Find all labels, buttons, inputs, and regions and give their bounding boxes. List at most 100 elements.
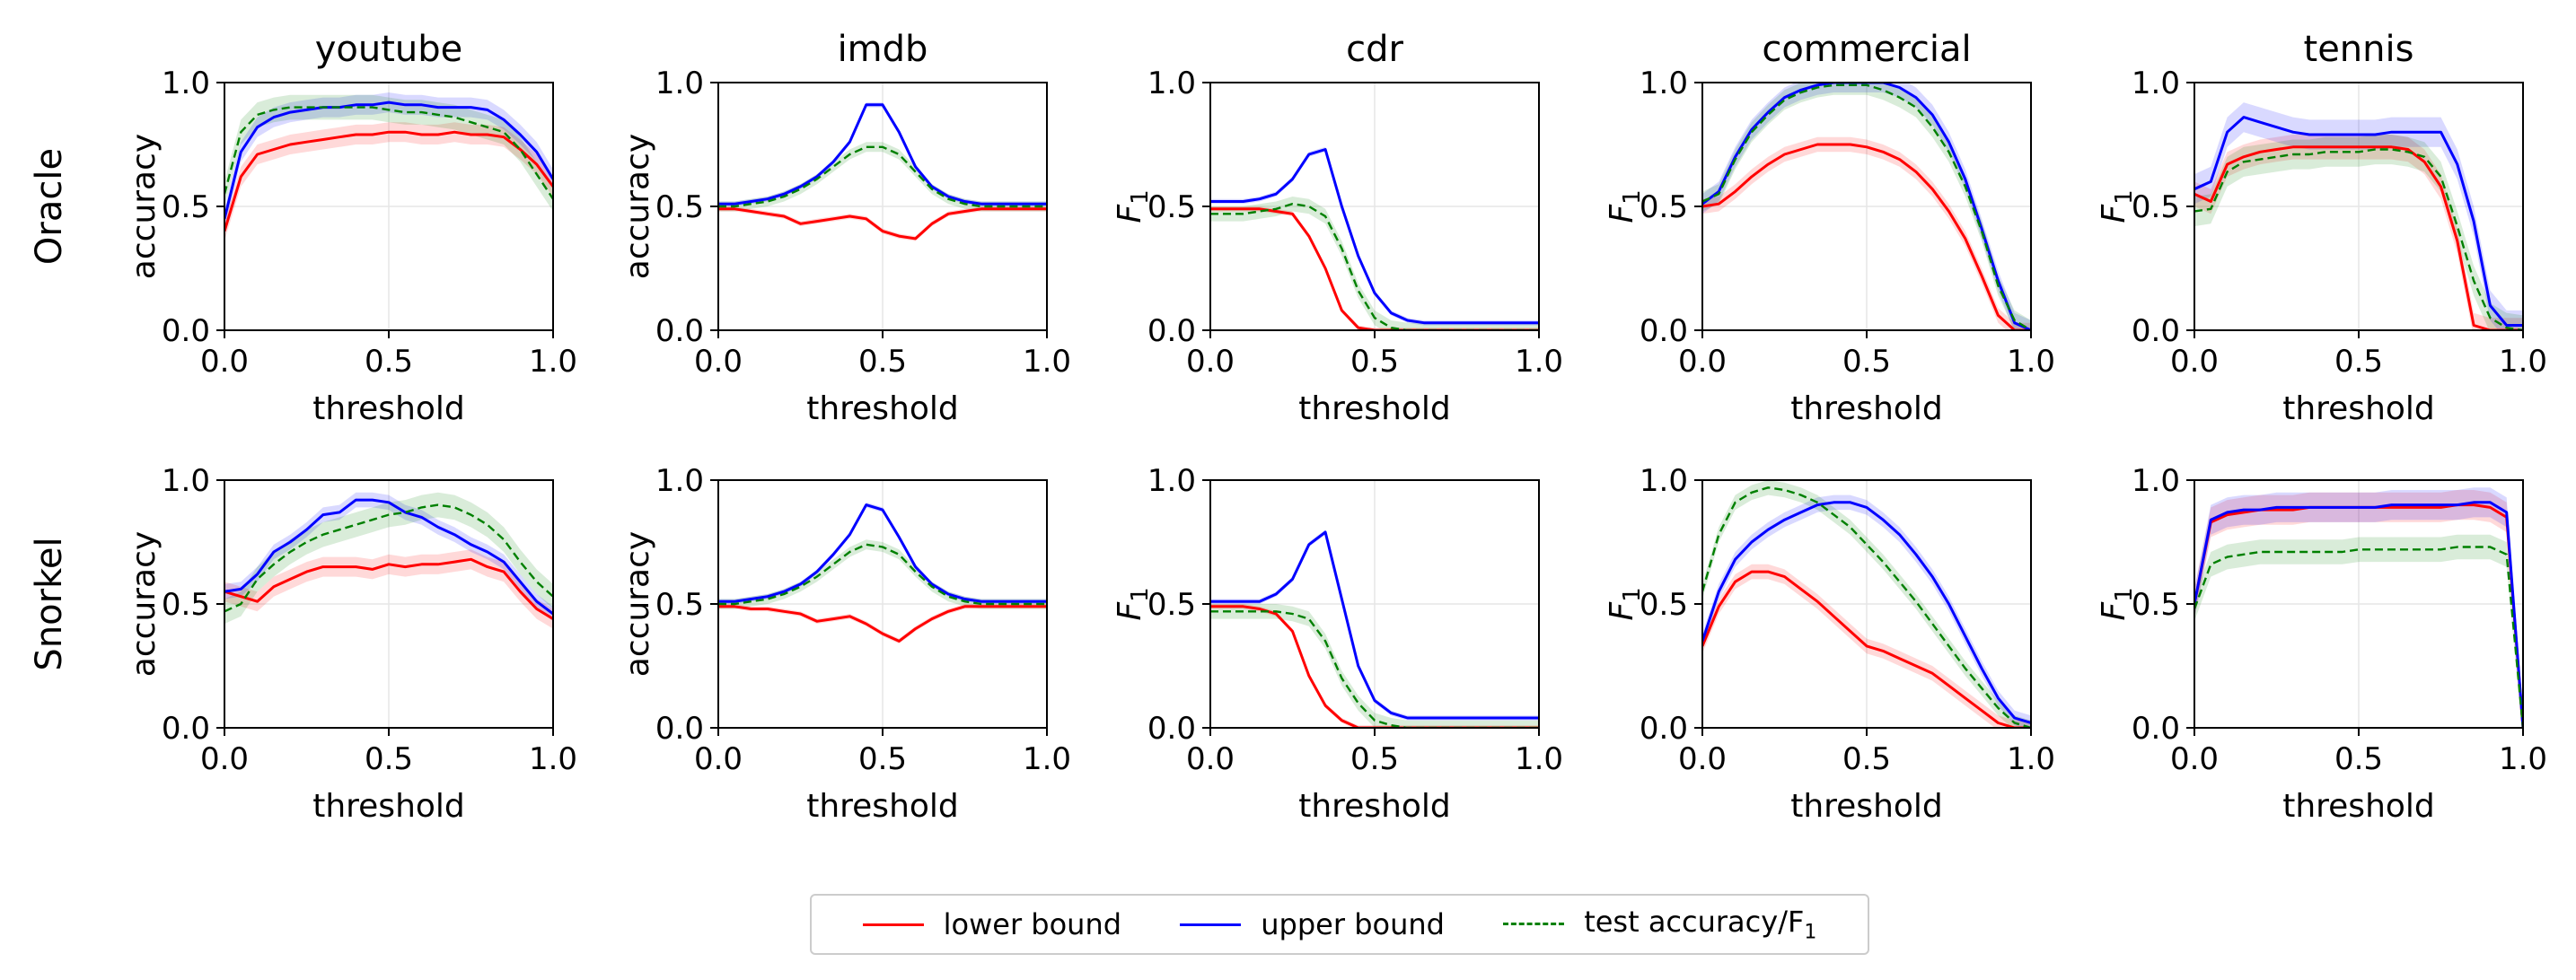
y-tick-label: 0.0 <box>1147 313 1196 349</box>
x-tick-label: 0.0 <box>200 741 249 777</box>
y-axis-label: accuracy <box>620 134 656 279</box>
y-tick-label: 1.0 <box>1147 463 1196 499</box>
plot-area <box>1702 480 2031 728</box>
subplot-title: youtube <box>315 29 463 70</box>
y-axis-label: F1 <box>1112 587 1154 620</box>
series-line-upper <box>224 101 553 220</box>
x-tick-label: 1.0 <box>1023 741 1071 777</box>
x-tick-label: 0.5 <box>1842 741 1891 777</box>
y-tick-label: 1.0 <box>162 66 210 101</box>
y-tick-label: 0.5 <box>1147 189 1196 225</box>
band-upper <box>224 492 553 622</box>
plot-area <box>224 492 553 629</box>
x-tick-label: 0.0 <box>200 344 249 380</box>
band-lower <box>224 122 553 241</box>
x-tick-label: 1.0 <box>2007 741 2055 777</box>
y-axis-label: F1 <box>1604 189 1646 223</box>
series-line-lower <box>718 207 1047 241</box>
y-tick-label: 1.0 <box>1640 66 1688 101</box>
series-line-test <box>224 503 553 613</box>
y-tick-label: 1.0 <box>655 463 704 499</box>
y-tick-label: 1.0 <box>162 463 210 499</box>
series-line-test <box>1702 486 2031 728</box>
series-line-upper <box>224 498 553 616</box>
series-line-lower <box>224 557 553 620</box>
x-tick-label: 1.0 <box>2499 344 2547 380</box>
subplot-oracle-2: 0.0 0.5 1.0 0.0 0.5 1.0 threshold F1 cdr <box>1112 29 1563 427</box>
series-line-lower <box>224 130 553 232</box>
series-line-test <box>1702 83 2031 330</box>
y-tick-label: 0.5 <box>2132 189 2180 225</box>
band-test <box>224 94 553 212</box>
series-line-upper <box>1702 501 2031 724</box>
series-line-lower <box>718 605 1047 643</box>
series-line-upper <box>1702 83 2031 330</box>
legend: lower bound upper bound test accuracy/F1 <box>810 894 1869 955</box>
y-tick-label: 1.0 <box>1147 66 1196 101</box>
series-line-upper <box>718 503 1047 603</box>
x-tick-label: 0.0 <box>1186 741 1235 777</box>
subplot-title: cdr <box>1346 29 1403 70</box>
subplot-title: imdb <box>838 29 928 70</box>
band-test <box>718 142 1047 212</box>
x-tick-label: 0.0 <box>694 741 743 777</box>
y-tick-label: 0.5 <box>162 189 210 225</box>
y-axis-label: F1 <box>1112 189 1154 223</box>
x-tick-label: 1.0 <box>2007 344 2055 380</box>
x-tick-label: 0.5 <box>365 344 413 380</box>
x-tick-label: 0.0 <box>694 344 743 380</box>
y-tick-label: 0.5 <box>1640 189 1688 225</box>
band-test <box>1702 480 2031 728</box>
y-axis-label: accuracy <box>620 531 656 677</box>
series-line-lower <box>2194 145 2523 330</box>
band-upper <box>1702 494 2031 728</box>
x-tick-label: 0.0 <box>1678 741 1727 777</box>
y-axis-label: accuracy <box>126 531 163 677</box>
x-axis-label: threshold <box>1790 788 1943 825</box>
y-axis-label: F1 <box>2096 189 2138 223</box>
x-axis-label: threshold <box>806 390 959 427</box>
x-tick-label: 1.0 <box>1515 344 1563 380</box>
y-tick-label: 0.0 <box>2132 711 2180 747</box>
plot-area <box>224 92 553 241</box>
x-axis-label: threshold <box>806 788 959 825</box>
x-axis-label: threshold <box>1298 390 1451 427</box>
legend-label-test-sub: 1 <box>1804 921 1817 944</box>
series-line-test <box>2194 148 2523 330</box>
y-tick-label: 0.5 <box>162 587 210 623</box>
y-tick-label: 0.0 <box>1640 313 1688 349</box>
y-tick-label: 0.0 <box>1640 711 1688 747</box>
x-tick-label: 0.5 <box>858 741 907 777</box>
series-line-test <box>1210 610 1539 728</box>
band-lower <box>2194 135 2523 330</box>
y-tick-label: 0.0 <box>162 711 210 747</box>
series-line-upper <box>1210 148 1539 325</box>
subplot-oracle-1: 0.0 0.5 1.0 0.0 0.5 1.0 threshold accuracy imdb <box>620 29 1071 427</box>
x-tick-label: 0.5 <box>2334 741 2383 777</box>
series-line-lower <box>1702 143 2031 330</box>
x-axis-label: threshold <box>2282 390 2435 427</box>
subplot-snorkel-2: 0.0 0.5 1.0 0.0 0.5 1.0 threshold F1 <box>1112 463 1563 825</box>
series-line-upper <box>1210 530 1539 720</box>
x-tick-label: 1.0 <box>1515 741 1563 777</box>
legend-label-test-accuracy: test accuracy/F1 <box>1584 905 1816 943</box>
y-axis-label: accuracy <box>126 134 163 279</box>
series-line-test <box>718 145 1047 208</box>
legend-item-lower-bound: lower bound <box>862 907 1121 941</box>
x-axis-label: threshold <box>2282 788 2435 825</box>
x-axis-label: threshold <box>312 390 465 427</box>
legend-label-upper-bound: upper bound <box>1261 907 1445 941</box>
row-label-oracle: Oracle <box>29 148 70 265</box>
plot-area <box>2194 102 2523 330</box>
series-line-test <box>2194 546 2523 728</box>
series-line-lower <box>1702 570 2031 728</box>
subplot-oracle-4: 0.0 0.5 1.0 0.0 0.5 1.0 threshold F1 tennis <box>2096 29 2547 427</box>
y-tick-label: 1.0 <box>2132 66 2180 101</box>
band-test <box>718 539 1047 609</box>
y-axis-label: F1 <box>2096 587 2138 620</box>
legend-line-upper-bound <box>1180 923 1242 926</box>
y-tick-label: 0.5 <box>2132 587 2180 623</box>
band-lower <box>224 549 553 629</box>
plot-area <box>1702 83 2031 330</box>
